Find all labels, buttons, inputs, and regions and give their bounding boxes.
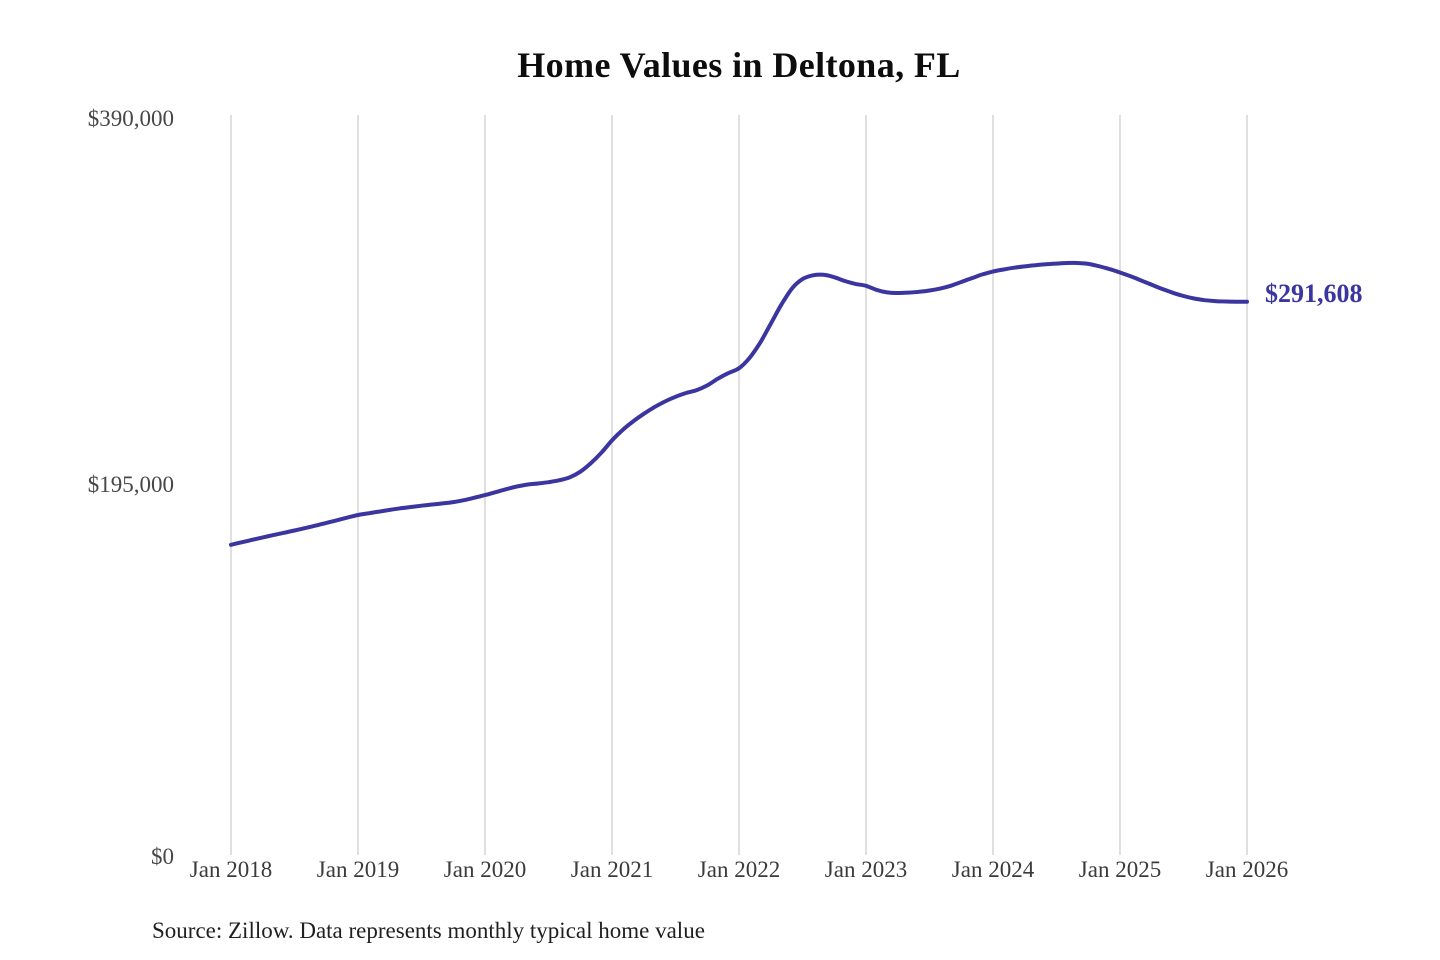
y-axis-label-195000: $195,000 — [87, 472, 174, 497]
x-axis-label-jan-2023: Jan 2023 — [824, 857, 908, 882]
chart-title: Home Values in Deltona, FL — [517, 45, 961, 85]
y-axis-label-0: $0 — [151, 844, 174, 869]
x-axis-label-jan-2018: Jan 2018 — [189, 857, 273, 882]
home-value-line — [229, 260, 1249, 547]
y-axis-label-390000: $390,000 — [87, 106, 174, 131]
x-axis-label-jan-2026: Jan 2026 — [1205, 857, 1289, 882]
x-axis-label-jan-2025: Jan 2025 — [1078, 857, 1162, 882]
current-value-label: $291,608 — [1265, 279, 1363, 308]
x-axis-label-jan-2020: Jan 2020 — [443, 857, 527, 882]
x-axis-label-jan-2022: Jan 2022 — [697, 857, 781, 882]
x-axis-label-jan-2024: Jan 2024 — [951, 857, 1035, 882]
x-axis-label-jan-2019: Jan 2019 — [316, 857, 400, 882]
source-note: Source: Zillow. Data represents monthly … — [152, 918, 705, 943]
x-axis-label-jan-2021: Jan 2021 — [570, 857, 654, 882]
